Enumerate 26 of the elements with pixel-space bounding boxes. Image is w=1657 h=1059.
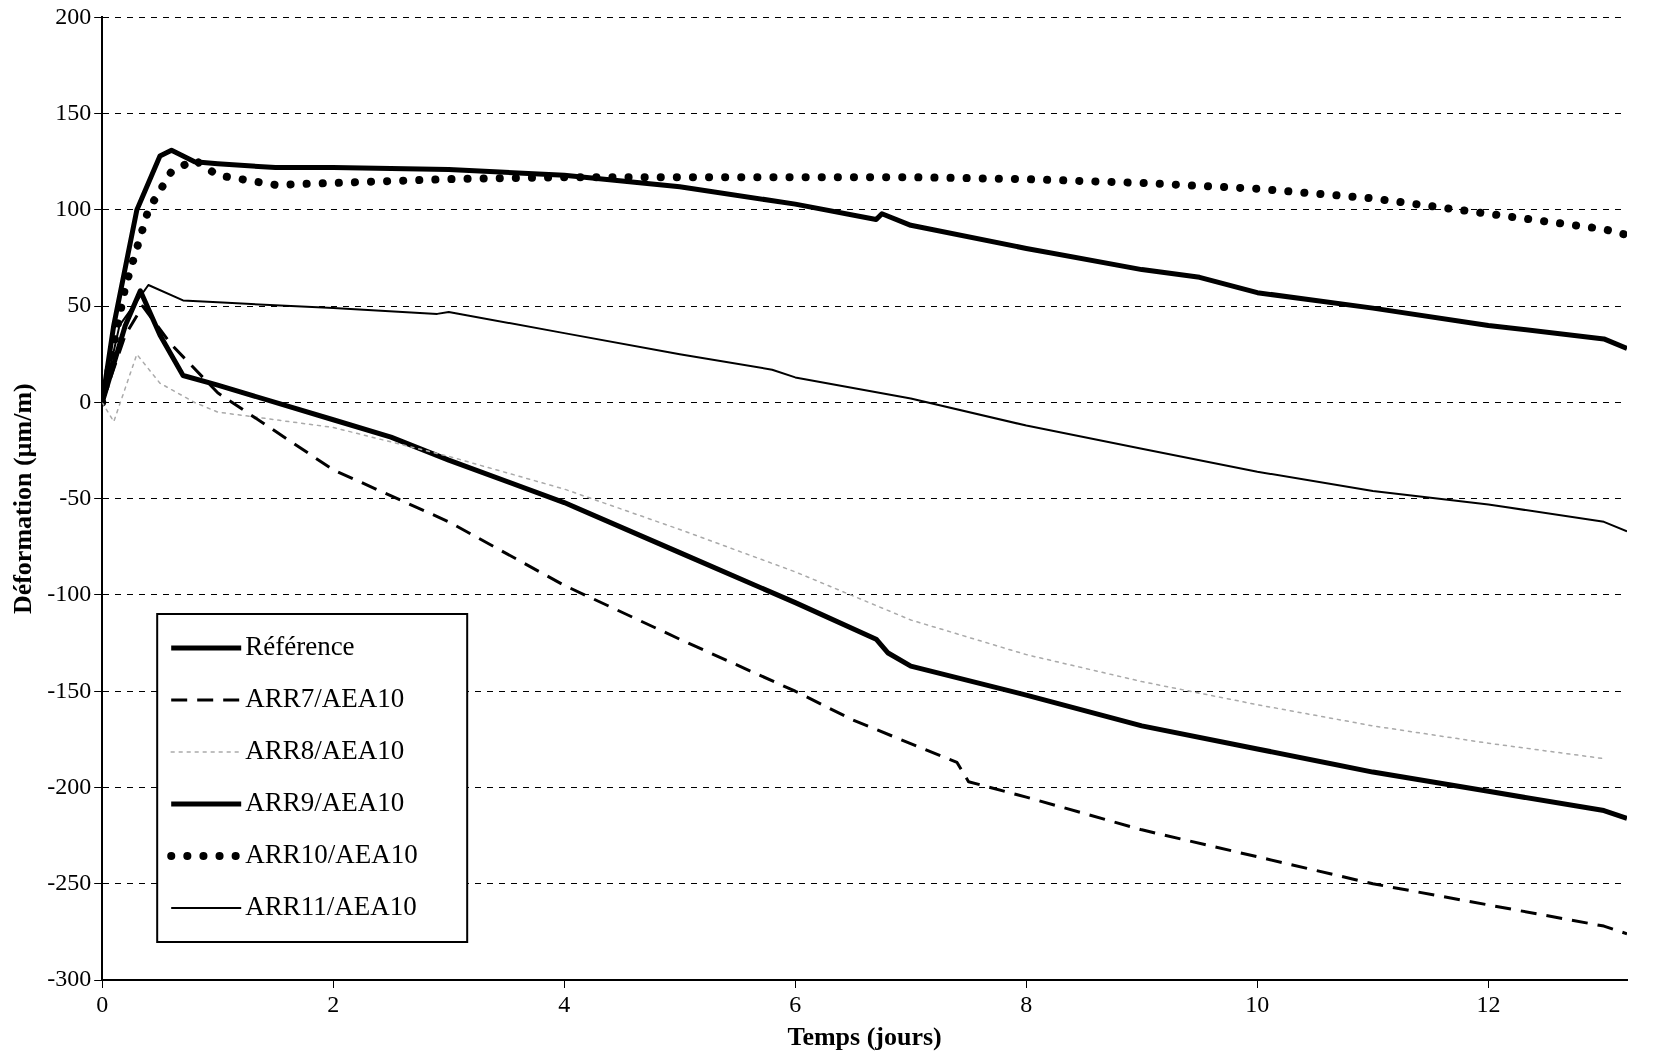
y-tick-label: 150 [55,98,92,125]
x-tick-label: 4 [558,990,571,1017]
legend-label: ARR10/AEA10 [245,839,418,870]
y-tick-label: -50 [59,484,92,510]
y-tick-label: 100 [55,195,92,222]
x-tick-label: 0 [96,990,109,1017]
y-tick-label: -100 [47,580,92,607]
legend-label: ARR11/AEA10 [245,891,417,922]
y-tick-label: -250 [47,869,92,896]
x-tick-label: 10 [1245,990,1270,1017]
x-tick-label: 12 [1476,990,1501,1017]
y-tick-label: -300 [47,965,92,992]
x-tick-label: 2 [327,990,340,1017]
x-axis-title: Temps (jours) [787,1022,942,1052]
y-tick-label: 200 [55,2,92,29]
legend-label: Référence [245,631,355,662]
y-tick-label: -150 [47,676,92,703]
y-axis-title: Déformation (µm/m) [8,383,38,615]
y-tick-label: 0 [79,387,92,414]
legend-label: ARR9/AEA10 [245,787,405,818]
legend-label: ARR7/AEA10 [245,683,405,714]
y-tick-label: 50 [67,291,92,318]
legend-label: ARR8/AEA10 [245,735,405,766]
x-tick-label: 6 [789,990,802,1017]
y-tick-label: -200 [47,772,92,799]
x-tick-label: 8 [1020,990,1033,1017]
